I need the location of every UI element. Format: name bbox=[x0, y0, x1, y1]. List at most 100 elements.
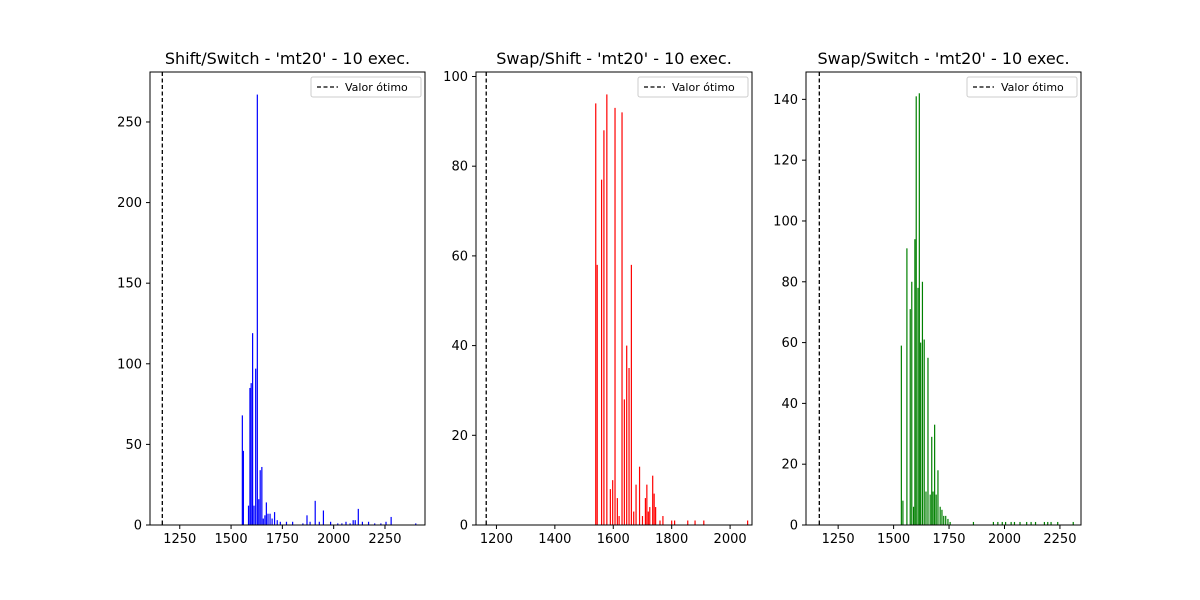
bar bbox=[318, 521, 320, 525]
bar bbox=[276, 520, 278, 525]
y-tick-label: 80 bbox=[781, 275, 798, 290]
x-tick-label: 1750 bbox=[266, 532, 299, 547]
bar bbox=[943, 515, 945, 525]
bar bbox=[259, 470, 261, 525]
y-tick-label: 150 bbox=[117, 277, 142, 292]
bar bbox=[920, 342, 922, 525]
bar bbox=[900, 345, 902, 525]
bar bbox=[354, 520, 356, 525]
x-tick-label: 1600 bbox=[597, 532, 630, 547]
bar bbox=[596, 264, 598, 525]
bar bbox=[1050, 521, 1052, 525]
x-tick-label: 2000 bbox=[988, 532, 1021, 547]
y-tick-label: 0 bbox=[460, 519, 468, 534]
bar bbox=[671, 520, 673, 525]
bar bbox=[249, 387, 251, 525]
x-tick-label: 1800 bbox=[655, 532, 688, 547]
bar bbox=[917, 287, 919, 525]
bar bbox=[902, 500, 904, 525]
bar bbox=[279, 521, 281, 525]
bar bbox=[628, 368, 630, 525]
legend-box bbox=[637, 76, 749, 98]
chart-title: Swap/Switch - 'mt20' - 10 exec. bbox=[817, 49, 1069, 68]
chart-title: Swap/Shift - 'mt20' - 10 exec. bbox=[496, 49, 732, 68]
bar bbox=[630, 264, 632, 525]
legend: Valor ótimo bbox=[637, 76, 749, 98]
bar bbox=[285, 521, 288, 525]
bar bbox=[616, 498, 618, 525]
bar bbox=[306, 515, 308, 525]
x-tick-label: 2000 bbox=[317, 532, 350, 547]
bar bbox=[357, 508, 359, 525]
bar bbox=[349, 523, 351, 525]
bar bbox=[595, 103, 597, 525]
bar bbox=[687, 520, 689, 525]
bar bbox=[906, 248, 908, 525]
bar bbox=[934, 424, 936, 525]
bar bbox=[647, 511, 649, 525]
bar bbox=[600, 179, 603, 526]
bar bbox=[253, 505, 255, 525]
bar bbox=[927, 357, 929, 525]
y-tick-label: 100 bbox=[117, 357, 142, 372]
legend-label: Valor ótimo bbox=[672, 81, 735, 94]
bar bbox=[633, 511, 635, 525]
bar bbox=[345, 521, 347, 525]
bar bbox=[614, 107, 616, 525]
bar bbox=[361, 521, 364, 525]
bar bbox=[925, 491, 927, 525]
bar bbox=[1034, 521, 1037, 525]
legend-box bbox=[310, 76, 422, 98]
bar bbox=[247, 505, 250, 525]
bar bbox=[302, 523, 304, 525]
bar bbox=[612, 480, 614, 525]
axes-frame bbox=[149, 71, 426, 526]
bar bbox=[997, 521, 999, 525]
bar bbox=[329, 521, 332, 525]
bar bbox=[337, 523, 339, 525]
y-tick-label: 20 bbox=[451, 429, 468, 444]
bar bbox=[747, 520, 749, 525]
bar bbox=[918, 93, 920, 526]
bar bbox=[939, 506, 941, 525]
bar bbox=[250, 383, 252, 525]
x-tick-label: 1250 bbox=[163, 532, 196, 547]
x-tick-label: 1400 bbox=[538, 532, 571, 547]
bar bbox=[912, 506, 915, 525]
bar bbox=[703, 520, 705, 525]
bar bbox=[909, 309, 911, 525]
bar bbox=[923, 339, 925, 525]
bar bbox=[415, 523, 417, 525]
bar bbox=[652, 475, 654, 525]
legend-box bbox=[966, 76, 1078, 98]
x-tick-label: 2250 bbox=[368, 532, 401, 547]
x-tick-label: 1500 bbox=[215, 532, 248, 547]
bar bbox=[1057, 521, 1059, 525]
bar bbox=[649, 507, 651, 525]
bar bbox=[932, 491, 934, 525]
bar bbox=[623, 399, 625, 525]
bar bbox=[269, 513, 271, 525]
axes-frame bbox=[805, 71, 1082, 526]
legend: Valor ótimo bbox=[310, 76, 422, 98]
y-tick-label: 200 bbox=[117, 196, 142, 211]
chart-panel-1: Shift/Switch - 'mt20' - 10 exec.1250 1500… bbox=[117, 49, 426, 547]
bar bbox=[621, 112, 623, 525]
bar bbox=[659, 520, 661, 525]
x-tick-label: 1200 bbox=[480, 532, 513, 547]
bar bbox=[241, 415, 243, 525]
y-tick-label: 60 bbox=[451, 249, 468, 264]
bar bbox=[380, 523, 382, 525]
x-tick-label: 1500 bbox=[877, 532, 910, 547]
bar bbox=[367, 521, 370, 525]
bar bbox=[626, 345, 628, 525]
bar bbox=[1026, 521, 1028, 525]
y-tick-label: 40 bbox=[781, 397, 798, 412]
bar bbox=[644, 498, 646, 525]
bar bbox=[921, 281, 924, 525]
bar bbox=[256, 94, 258, 525]
y-tick-label: 250 bbox=[117, 115, 142, 130]
bar bbox=[1013, 521, 1016, 525]
legend-label: Valor ótimo bbox=[1001, 81, 1064, 94]
